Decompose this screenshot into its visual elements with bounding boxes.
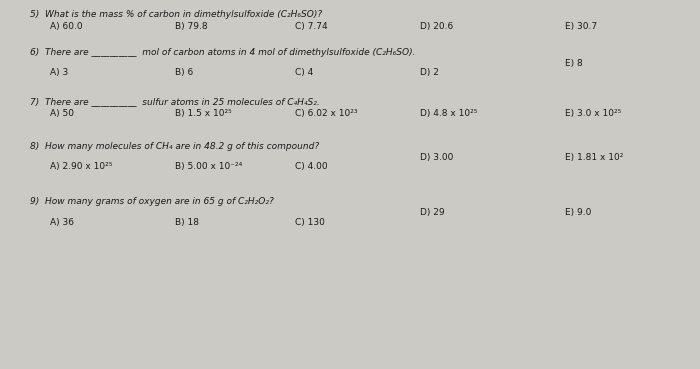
Text: D) 2: D) 2 bbox=[420, 68, 439, 77]
Text: A) 50: A) 50 bbox=[50, 109, 74, 118]
Text: 8)  How many molecules of CH₄ are in 48.2 g of this compound?: 8) How many molecules of CH₄ are in 48.2… bbox=[30, 142, 319, 151]
Text: D) 20.6: D) 20.6 bbox=[420, 22, 454, 31]
Text: B) 18: B) 18 bbox=[175, 218, 199, 227]
Text: A) 3: A) 3 bbox=[50, 68, 69, 77]
Text: A) 2.90 x 10²⁵: A) 2.90 x 10²⁵ bbox=[50, 162, 113, 171]
Text: 5)  What is the mass % of carbon in dimethylsulfoxide (C₂H₆SO)?: 5) What is the mass % of carbon in dimet… bbox=[30, 10, 322, 19]
Text: B) 79.8: B) 79.8 bbox=[175, 22, 208, 31]
Text: 6)  There are __________  mol of carbon atoms in 4 mol of dimethylsulfoxide (C₂H: 6) There are __________ mol of carbon at… bbox=[30, 48, 416, 57]
Text: A) 36: A) 36 bbox=[50, 218, 74, 227]
Text: B) 1.5 x 10²⁵: B) 1.5 x 10²⁵ bbox=[175, 109, 232, 118]
Text: D) 29: D) 29 bbox=[420, 208, 444, 217]
Text: C) 130: C) 130 bbox=[295, 218, 325, 227]
Text: C) 7.74: C) 7.74 bbox=[295, 22, 328, 31]
Text: B) 6: B) 6 bbox=[175, 68, 193, 77]
Text: E) 30.7: E) 30.7 bbox=[565, 22, 597, 31]
Text: E) 8: E) 8 bbox=[565, 59, 582, 68]
Text: C) 6.02 x 10²³: C) 6.02 x 10²³ bbox=[295, 109, 358, 118]
Text: C) 4.00: C) 4.00 bbox=[295, 162, 328, 171]
Text: A) 60.0: A) 60.0 bbox=[50, 22, 83, 31]
Text: B) 5.00 x 10⁻²⁴: B) 5.00 x 10⁻²⁴ bbox=[175, 162, 242, 171]
Text: D) 4.8 x 10²⁵: D) 4.8 x 10²⁵ bbox=[420, 109, 477, 118]
Text: E) 9.0: E) 9.0 bbox=[565, 208, 592, 217]
Text: 7)  There are __________  sulfur atoms in 25 molecules of C₄H₄S₂.: 7) There are __________ sulfur atoms in … bbox=[30, 97, 320, 106]
Text: D) 3.00: D) 3.00 bbox=[420, 153, 454, 162]
Text: 9)  How many grams of oxygen are in 65 g of C₂H₂O₂?: 9) How many grams of oxygen are in 65 g … bbox=[30, 197, 274, 206]
Text: E) 3.0 x 10²⁵: E) 3.0 x 10²⁵ bbox=[565, 109, 622, 118]
Text: C) 4: C) 4 bbox=[295, 68, 314, 77]
Text: E) 1.81 x 10²: E) 1.81 x 10² bbox=[565, 153, 624, 162]
